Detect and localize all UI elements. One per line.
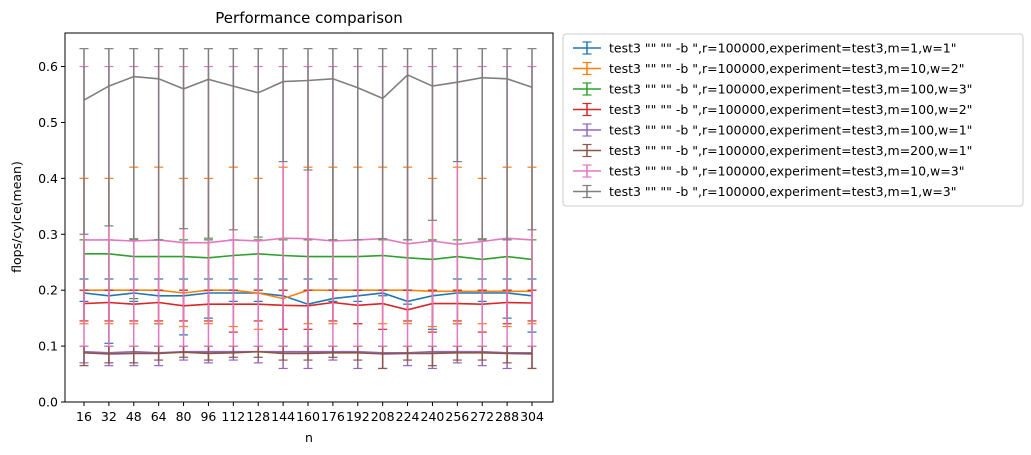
legend-label: test3 "" "" -b ",r=100000,experiment=tes… [609,61,964,76]
legend-item: test3 "" "" -b ",r=100000,experiment=tes… [573,143,972,158]
legend-item: test3 "" "" -b ",r=100000,experiment=tes… [573,102,972,117]
x-tick-label: 64 [151,409,167,424]
y-tick-label: 0.4 [38,171,58,186]
y-tick-label: 0.1 [38,339,58,354]
legend-item: test3 "" "" -b ",r=100000,experiment=tes… [573,164,964,179]
plot-area [79,48,537,370]
y-tick-label: 0.0 [38,395,58,410]
y-axis-title: flops/cylce(mean) [9,161,24,273]
x-tick-label: 240 [421,409,445,424]
legend-label: test3 "" "" -b ",r=100000,experiment=tes… [609,123,972,138]
legend-label: test3 "" "" -b ",r=100000,experiment=tes… [609,102,972,117]
legend-item: test3 "" "" -b ",r=100000,experiment=tes… [573,61,964,76]
x-tick-label: 144 [271,409,295,424]
series-line [83,73,533,101]
series-line [83,350,533,355]
x-tick-label: 224 [396,409,420,424]
y-tick-label: 0.6 [38,59,58,74]
chart-title: Performance comparison [215,9,402,27]
y-tick-label: 0.2 [38,283,58,298]
legend-label: test3 "" "" -b ",r=100000,experiment=tes… [609,143,972,158]
x-tick-label: 272 [470,409,494,424]
y-axis: 0.0 0.1 0.2 0.3 0.4 0.5 0.6 [38,59,65,410]
x-tick-label: 192 [346,409,370,424]
x-tick-label: 16 [76,409,92,424]
y-tick-label: 0.3 [38,227,58,242]
y-tick-label: 0.5 [38,115,58,130]
legend-item: test3 "" "" -b ",r=100000,experiment=tes… [573,184,957,199]
x-tick-label: 304 [520,409,544,424]
legend-item: test3 "" "" -b ",r=100000,experiment=tes… [573,82,972,97]
x-tick-label: 96 [200,409,216,424]
x-tick-label: 256 [445,409,469,424]
legend-label: test3 "" "" -b ",r=100000,experiment=tes… [609,184,957,199]
legend-item: test3 "" "" -b ",r=100000,experiment=tes… [573,41,957,56]
legend-label: test3 "" "" -b ",r=100000,experiment=tes… [609,82,972,97]
x-tick-label: 80 [176,409,192,424]
x-tick-label: 176 [321,409,345,424]
legend-label: test3 "" "" -b ",r=100000,experiment=tes… [609,41,957,56]
legend-box [562,33,1024,207]
x-tick-label: 32 [101,409,117,424]
x-tick-label: 208 [371,409,395,424]
x-tick-label: 48 [126,409,142,424]
plot-frame [64,32,554,403]
legend-item: test3 "" "" -b ",r=100000,experiment=tes… [573,123,972,138]
legend-label: test3 "" "" -b ",r=100000,experiment=tes… [609,164,964,179]
x-axis-title: n [305,430,313,445]
x-axis: 16 32 48 64 80 96 112 128 144 160 176 192 208 224 240 2… [76,402,544,424]
legend: test3 "" "" -b ",r=100000,experiment=tes… [562,33,1024,207]
x-tick-label: 160 [296,409,320,424]
x-tick-label: 288 [495,409,519,424]
series-8 [79,48,537,241]
x-tick-label: 128 [246,409,270,424]
x-tick-label: 112 [221,409,245,424]
